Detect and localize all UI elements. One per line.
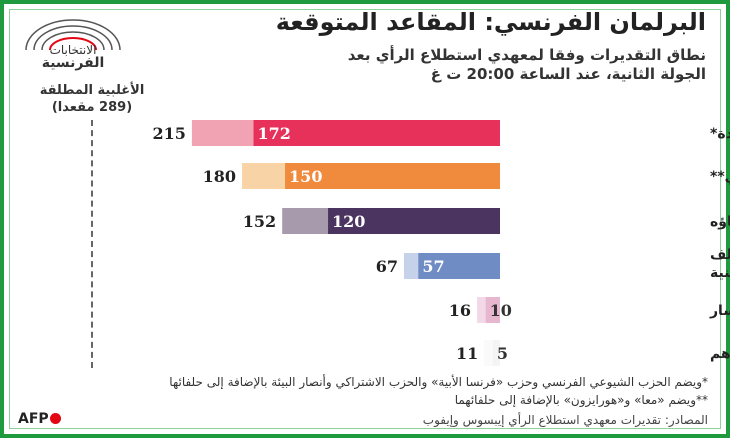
value-low-1: 150 [289,167,322,186]
afp-logo-text: AFP [18,411,49,427]
page-subtitle: نطاق التقديرات وفقا لمعهدي استطلاع الرأي… [347,46,706,83]
logo-line-2: الفرنسية [41,55,105,71]
value-low-5: 5 [497,344,508,363]
afp-dot-icon [49,413,61,424]
value-high-1: 180 [203,167,236,186]
value-low-0: 172 [258,124,291,143]
bar-low-4 [485,297,500,323]
afp-logo: AFP [18,411,61,427]
inner-border [9,9,721,429]
category-label-3-0: الجمهوريون ومختلف [710,247,730,263]
majority-text: الأغلبية المطلقة [39,83,145,98]
bar-low-1 [285,163,500,189]
category-label-1: المعسكر الرئاسي** [710,169,730,185]
logo-line-1: الانتخابات [49,43,97,57]
value-high-2: 152 [243,212,276,231]
category-label-0: الجبهة الشعبية الجديدة* [710,126,730,142]
value-high-3: 67 [376,257,398,276]
value-high-5: 11 [456,344,478,363]
assembly-logo [25,19,121,51]
majority-label: الأغلبية المطلقة (289 مقعدا) [22,82,162,116]
footnote-2: **ويضم «معا» و«هورايزون» بالإضافة إلى حل… [454,393,708,407]
election-logo-text: الانتخابات الفرنسية [14,43,132,71]
category-label-5: غيرهم [710,346,730,362]
category-label-3-1: الأحزاب اليمينية [710,264,730,281]
bar-low-5 [492,340,500,366]
value-high-0: 215 [152,124,185,143]
value-low-2: 120 [332,212,365,231]
footnote-1: *ويضم الحزب الشيوعي الفرنسي وحزب «فرنسا … [169,375,708,389]
bar-low-2 [328,208,500,234]
value-high-4: 16 [449,301,471,320]
category-label-2: التجمع الوطني وحلفاؤه [710,214,730,230]
value-low-4: 10 [490,301,512,320]
majority-line [91,120,93,368]
bar-low-0 [253,120,500,146]
value-low-3: 57 [422,257,444,276]
bar-low-3 [418,253,500,279]
majority-seats: (289 مقعدا) [51,100,133,115]
source-note: المصادر: تقديرات معهدي استطلاع الرأي إيب… [422,413,708,427]
page-title: البرلمان الفرنسي: المقاعد المتوقعة [275,8,706,36]
category-label-4: مختلف اليسار [709,303,730,319]
